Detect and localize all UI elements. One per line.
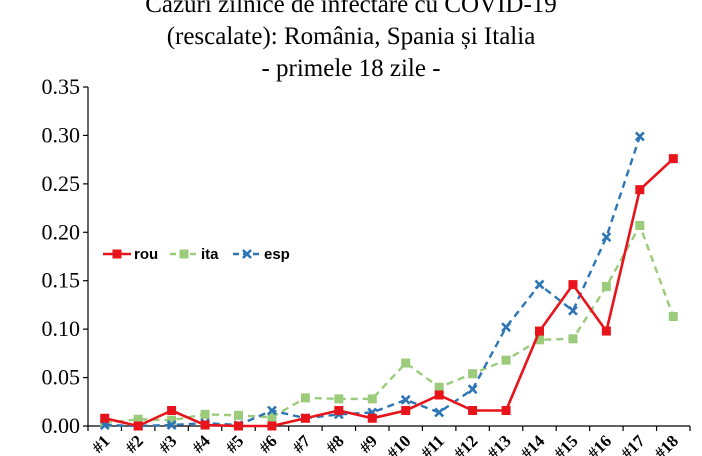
data-point-rou	[535, 326, 544, 336]
x-tick-label: #16	[584, 431, 615, 456]
y-tick-label: 0.05	[42, 365, 81, 390]
chart-title-line-1: Cazuri zilnice de infectare cu COVID-19	[145, 0, 557, 18]
data-point-rou	[568, 280, 578, 290]
x-tick-label: #3	[155, 431, 180, 456]
data-point-ita	[468, 369, 478, 379]
data-point-rou	[468, 406, 478, 416]
data-point-rou	[267, 421, 277, 431]
legend-item-ita: ita	[170, 246, 219, 263]
x-tick-label: #7	[289, 431, 315, 456]
data-point-rou	[334, 406, 344, 416]
x-tick-label: #15	[550, 431, 581, 456]
series-line-esp	[104, 136, 641, 428]
x-tick-label: #12	[450, 431, 481, 456]
data-point-ita	[434, 382, 444, 392]
chart-title: Cazuri zilnice de infectare cu COVID-19 …	[145, 0, 557, 82]
data-point-rou	[635, 185, 645, 195]
x-tick-label: #14	[517, 431, 549, 456]
legend-item-esp: esp	[233, 246, 290, 263]
x-tick-label: #8	[322, 431, 347, 456]
data-point-rou	[200, 420, 210, 430]
legend-label-rou: rou	[134, 246, 158, 263]
data-point-esp	[434, 407, 445, 418]
data-point-rou	[501, 406, 511, 416]
legend-label-esp: esp	[264, 246, 290, 263]
data-point-rou	[367, 413, 377, 423]
y-tick-label: 0.20	[42, 219, 81, 244]
series-esp	[99, 131, 645, 431]
data-point-ita	[501, 355, 511, 365]
legend: rou ita esp	[103, 246, 290, 263]
x-tick-label: #17	[617, 431, 649, 456]
y-tick-label: 0.25	[42, 171, 81, 196]
series-ita	[100, 221, 678, 428]
data-point-ita	[668, 312, 678, 322]
data-point-rou	[601, 326, 611, 336]
data-point-esp	[634, 131, 645, 142]
data-point-rou	[434, 390, 444, 400]
x-tick-label: #13	[483, 431, 514, 456]
chart-title-line-2: (rescalate): România, Spania și Italia	[167, 23, 536, 50]
data-point-rou	[668, 154, 678, 164]
data-point-esp	[166, 420, 177, 430]
data-point-ita	[300, 393, 310, 403]
data-point-rou	[133, 421, 143, 431]
chart-title-line-3: - primele 18 zile -	[261, 55, 440, 82]
series-rou	[100, 154, 678, 431]
data-point-ita	[234, 410, 243, 420]
legend-marker-ita	[179, 249, 189, 259]
x-tick-label: #2	[122, 431, 147, 456]
data-point-esp	[400, 394, 411, 405]
legend-label-ita: ita	[201, 246, 219, 263]
data-point-ita	[635, 221, 645, 231]
x-tick-label: #10	[383, 431, 414, 456]
data-point-ita	[267, 412, 277, 422]
data-point-ita	[334, 394, 344, 404]
x-tick-label: #18	[651, 431, 682, 456]
x-tick-label: #6	[255, 431, 280, 456]
y-tick-label: 0.15	[42, 268, 81, 293]
data-point-esp	[467, 384, 478, 395]
series-line-rou	[104, 157, 675, 428]
y-tick-label: 0.00	[42, 413, 81, 438]
data-point-esp	[501, 322, 511, 333]
x-tick-label: #1	[88, 431, 113, 456]
data-point-rou	[401, 406, 411, 416]
x-tick-label: #5	[222, 431, 247, 456]
x-tick-label: #9	[356, 431, 381, 456]
data-point-ita	[601, 282, 611, 292]
legend-item-rou: rou	[103, 246, 158, 263]
data-point-rou	[234, 421, 243, 431]
data-point-ita	[401, 358, 411, 368]
y-tick-label: 0.10	[42, 316, 81, 341]
x-tick-label: #4	[188, 431, 214, 456]
data-point-esp	[601, 232, 612, 243]
series-layer	[99, 131, 678, 431]
data-point-rou	[167, 406, 177, 416]
data-point-esp	[534, 279, 545, 290]
data-point-esp	[568, 305, 578, 316]
data-point-rou	[100, 413, 110, 423]
y-tick-label: 0.30	[42, 122, 81, 147]
y-axis-ticks: 0.00 0.05 0.10 0.15 0.20 0.25 0.30 0.35	[42, 74, 88, 438]
x-axis-ticks: #1 #2 #3 #4 #5 #6 #7 #8 #9 #10 #11 #12 #13 #14 #15 #16 #…	[87, 426, 691, 456]
data-point-ita	[568, 334, 578, 344]
x-tick-label: #11	[417, 431, 448, 456]
y-tick-label: 0.35	[42, 74, 81, 99]
data-point-rou	[300, 413, 310, 423]
chart-axes	[87, 87, 690, 427]
data-point-ita	[200, 409, 210, 419]
data-point-ita	[367, 394, 377, 404]
legend-marker-esp	[242, 249, 252, 259]
legend-marker-rou	[112, 249, 122, 259]
series-line-ita	[104, 224, 675, 425]
data-point-esp	[267, 405, 277, 416]
